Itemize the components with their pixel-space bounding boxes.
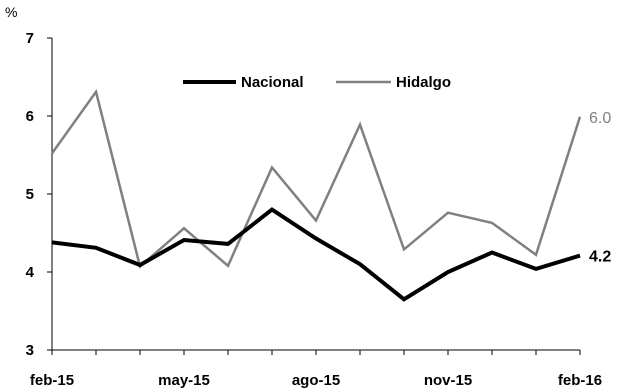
x-tick-label: nov-15 xyxy=(424,372,472,388)
y-tick-label: 7 xyxy=(26,30,34,47)
series-group xyxy=(50,88,582,302)
x-tick-label: may-15 xyxy=(158,372,210,388)
series-line-nacional xyxy=(51,207,581,302)
legend-label-nacional: Nacional xyxy=(241,74,304,91)
y-tick-label: 3 xyxy=(26,342,34,359)
y-tick-label: 6 xyxy=(26,108,34,125)
end-label-hidalgo: 6.0 xyxy=(589,110,611,127)
end-label-nacional: 4.2 xyxy=(589,249,611,266)
y-unit-label: % xyxy=(5,4,17,20)
y-tick-label: 5 xyxy=(26,186,34,203)
x-tick-label: feb-15 xyxy=(30,372,74,388)
x-tick-label: feb-16 xyxy=(558,372,602,388)
axes: 3 4 5 6 7% feb-15 may-15 ago-15 nov-15 feb-16 xyxy=(5,4,602,388)
x-tick-label: ago-15 xyxy=(292,372,340,388)
legend: Nacional Hidalgo xyxy=(183,74,451,91)
y-tick-label: 4 xyxy=(26,264,35,281)
legend-label-hidalgo: Hidalgo xyxy=(396,74,451,91)
end-labels: 6.0 4.2 xyxy=(589,110,611,266)
